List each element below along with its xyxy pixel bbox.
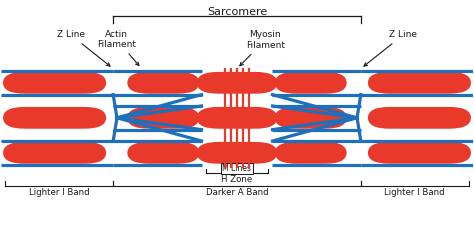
Text: Lighter I Band: Lighter I Band xyxy=(29,188,90,197)
Text: Darker A Band: Darker A Band xyxy=(206,188,268,197)
FancyBboxPatch shape xyxy=(3,107,106,129)
FancyBboxPatch shape xyxy=(275,107,346,129)
Text: Z Line: Z Line xyxy=(56,30,110,66)
FancyBboxPatch shape xyxy=(368,72,471,94)
FancyBboxPatch shape xyxy=(368,107,471,129)
FancyBboxPatch shape xyxy=(3,72,106,94)
FancyBboxPatch shape xyxy=(368,142,471,164)
FancyBboxPatch shape xyxy=(275,72,346,94)
Text: Myosin
Filament: Myosin Filament xyxy=(240,30,285,66)
Text: M Lines: M Lines xyxy=(222,164,252,173)
FancyBboxPatch shape xyxy=(128,72,199,94)
Text: Actin
Filament: Actin Filament xyxy=(97,30,139,65)
FancyBboxPatch shape xyxy=(128,142,199,164)
Text: H Zone: H Zone xyxy=(221,175,253,183)
Text: Lighter I Band: Lighter I Band xyxy=(384,188,445,197)
FancyBboxPatch shape xyxy=(275,142,346,164)
FancyBboxPatch shape xyxy=(197,72,277,94)
Text: Z Line: Z Line xyxy=(364,30,418,66)
FancyBboxPatch shape xyxy=(197,107,277,129)
Text: Sarcomere: Sarcomere xyxy=(207,7,267,17)
FancyBboxPatch shape xyxy=(3,142,106,164)
FancyBboxPatch shape xyxy=(197,142,277,164)
FancyBboxPatch shape xyxy=(128,107,199,129)
